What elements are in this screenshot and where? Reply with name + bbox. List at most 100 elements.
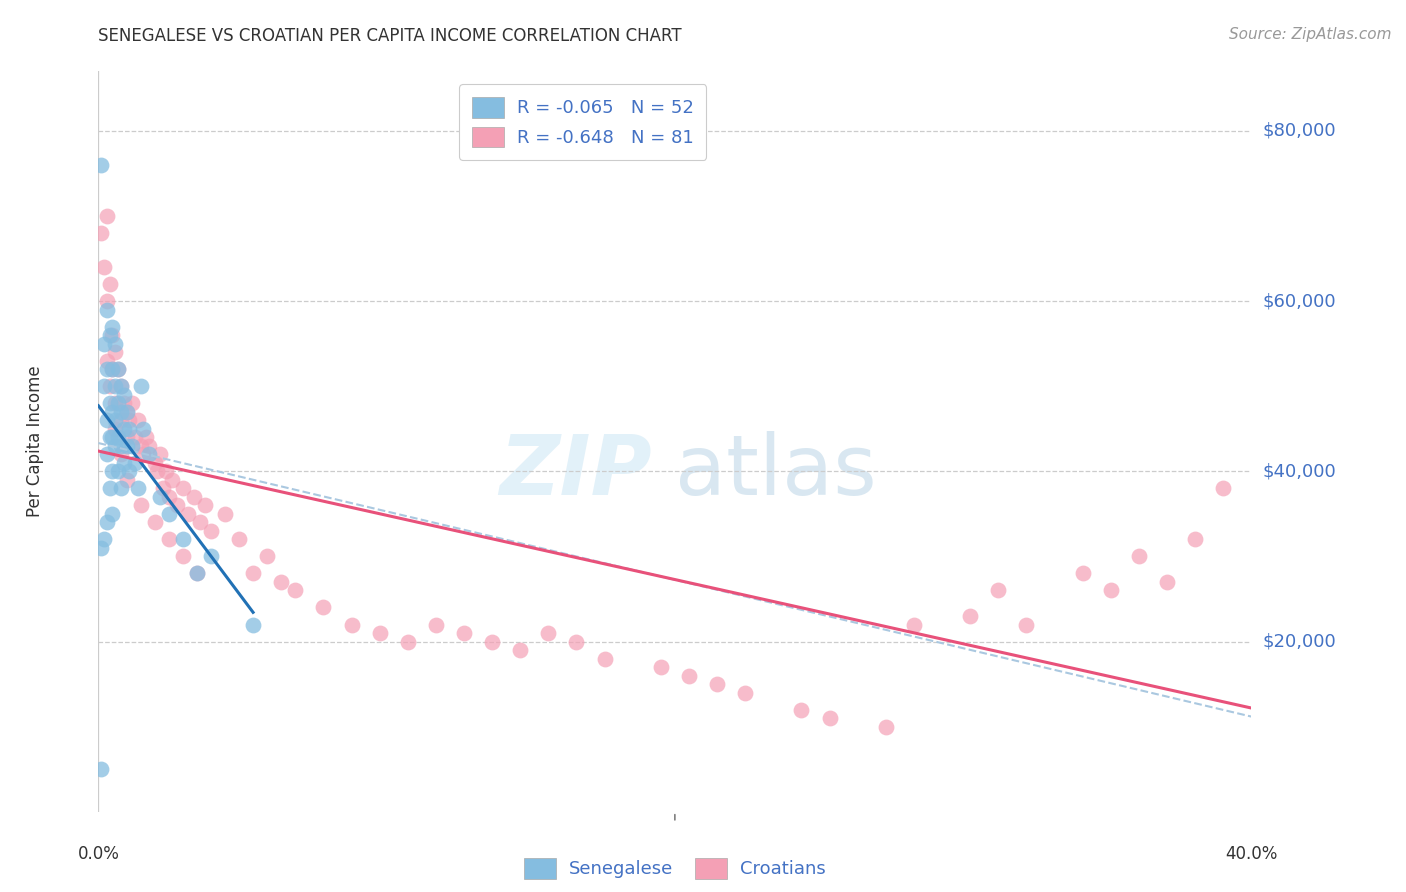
Point	[1099, 583, 1122, 598]
Point	[90, 541, 112, 555]
Point	[121, 396, 143, 410]
Point	[101, 507, 124, 521]
Point	[96, 353, 118, 368]
Legend: Senegalese, Croatians: Senegalese, Croatians	[515, 849, 835, 888]
Point	[96, 516, 118, 530]
Point	[98, 481, 121, 495]
Point	[118, 422, 141, 436]
Point	[157, 533, 180, 547]
Point	[101, 362, 124, 376]
Point	[101, 405, 124, 419]
Point	[90, 762, 112, 776]
Point	[228, 533, 250, 547]
Point	[112, 456, 135, 470]
Text: $80,000: $80,000	[1263, 122, 1336, 140]
Point	[138, 439, 160, 453]
Point	[256, 549, 278, 564]
Point	[98, 277, 121, 292]
Point	[110, 413, 132, 427]
Point	[104, 439, 127, 453]
Point	[284, 583, 307, 598]
Text: $60,000: $60,000	[1263, 292, 1336, 310]
Point	[425, 617, 447, 632]
Point	[98, 328, 121, 343]
Point	[90, 226, 112, 240]
Point	[138, 447, 160, 461]
Point	[172, 481, 194, 495]
Point	[790, 703, 813, 717]
Text: 40.0%: 40.0%	[1225, 845, 1278, 863]
Point	[987, 583, 1010, 598]
Point	[110, 379, 132, 393]
Point	[155, 464, 177, 478]
Point	[107, 362, 129, 376]
Point	[183, 490, 205, 504]
Point	[104, 379, 127, 393]
Point	[110, 481, 132, 495]
Point	[96, 209, 118, 223]
Point	[143, 456, 166, 470]
Point	[270, 574, 292, 589]
Point	[98, 379, 121, 393]
Text: SENEGALESE VS CROATIAN PER CAPITA INCOME CORRELATION CHART: SENEGALESE VS CROATIAN PER CAPITA INCOME…	[98, 27, 682, 45]
Point	[118, 464, 141, 478]
Point	[115, 430, 138, 444]
Point	[124, 456, 146, 470]
Point	[1128, 549, 1150, 564]
Point	[115, 473, 138, 487]
Point	[104, 422, 127, 436]
Point	[194, 499, 217, 513]
Point	[157, 490, 180, 504]
Point	[143, 516, 166, 530]
Point	[481, 634, 503, 648]
Point	[186, 566, 208, 581]
Point	[565, 634, 588, 648]
Point	[124, 430, 146, 444]
Point	[107, 362, 129, 376]
Point	[959, 609, 981, 624]
Point	[101, 362, 124, 376]
Point	[115, 405, 138, 419]
Point	[1184, 533, 1206, 547]
Point	[1071, 566, 1094, 581]
Point	[135, 430, 157, 444]
Point	[93, 260, 115, 274]
Point	[104, 336, 127, 351]
Point	[160, 473, 183, 487]
Point	[149, 447, 172, 461]
Text: $40,000: $40,000	[1263, 462, 1336, 480]
Point	[129, 499, 152, 513]
Text: ZIP: ZIP	[499, 431, 652, 512]
Point	[903, 617, 925, 632]
Point	[368, 626, 391, 640]
Point	[101, 319, 124, 334]
Point	[93, 379, 115, 393]
Point	[1015, 617, 1038, 632]
Text: Source: ZipAtlas.com: Source: ZipAtlas.com	[1229, 27, 1392, 42]
Point	[115, 439, 138, 453]
Point	[818, 711, 841, 725]
Point	[121, 439, 143, 453]
Point	[242, 566, 264, 581]
Point	[177, 507, 200, 521]
Point	[107, 464, 129, 478]
Point	[200, 549, 222, 564]
Point	[112, 388, 135, 402]
Point	[132, 447, 155, 461]
Point	[593, 651, 616, 665]
Point	[110, 405, 132, 419]
Point	[96, 294, 118, 309]
Point	[90, 158, 112, 172]
Point	[112, 396, 135, 410]
Point	[96, 362, 118, 376]
Point	[127, 481, 149, 495]
Text: atlas: atlas	[675, 431, 876, 512]
Point	[214, 507, 236, 521]
Point	[875, 720, 897, 734]
Point	[188, 516, 211, 530]
Point	[132, 422, 155, 436]
Point	[537, 626, 560, 640]
Point	[112, 422, 135, 436]
Point	[115, 405, 138, 419]
Point	[149, 490, 172, 504]
